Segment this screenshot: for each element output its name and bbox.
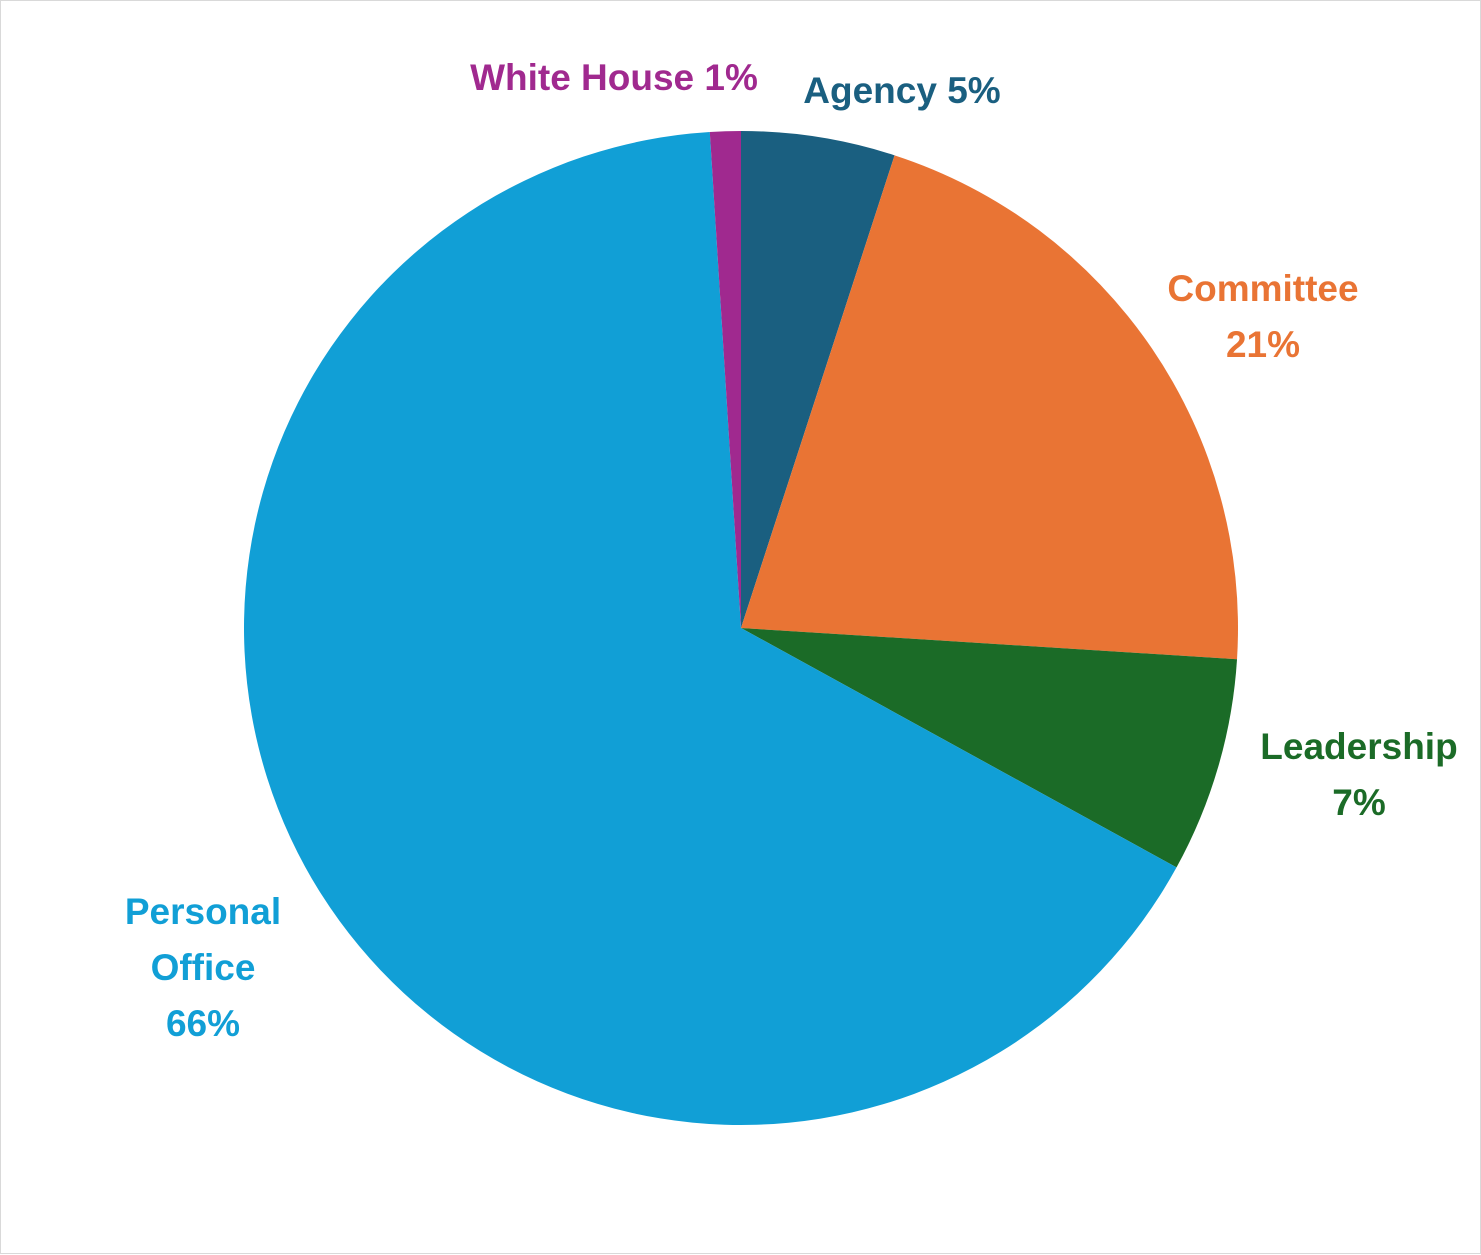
data-label-white-house: White House 1%: [470, 57, 758, 98]
pie-slice-agency: [741, 131, 895, 628]
pie-slice-committee: [741, 155, 1238, 660]
data-label-agency: Agency 5%: [803, 70, 1000, 111]
pie-slice-personal-office: [243, 131, 1177, 1125]
data-label-personal-office: Personal Office 66%: [125, 891, 281, 1044]
pie-slice-white-house: [709, 131, 741, 628]
pie-slice-leadership: [741, 628, 1238, 868]
data-label-committee: Committee 21%: [1167, 268, 1358, 365]
data-label-leadership: Leadership 7%: [1260, 726, 1457, 823]
